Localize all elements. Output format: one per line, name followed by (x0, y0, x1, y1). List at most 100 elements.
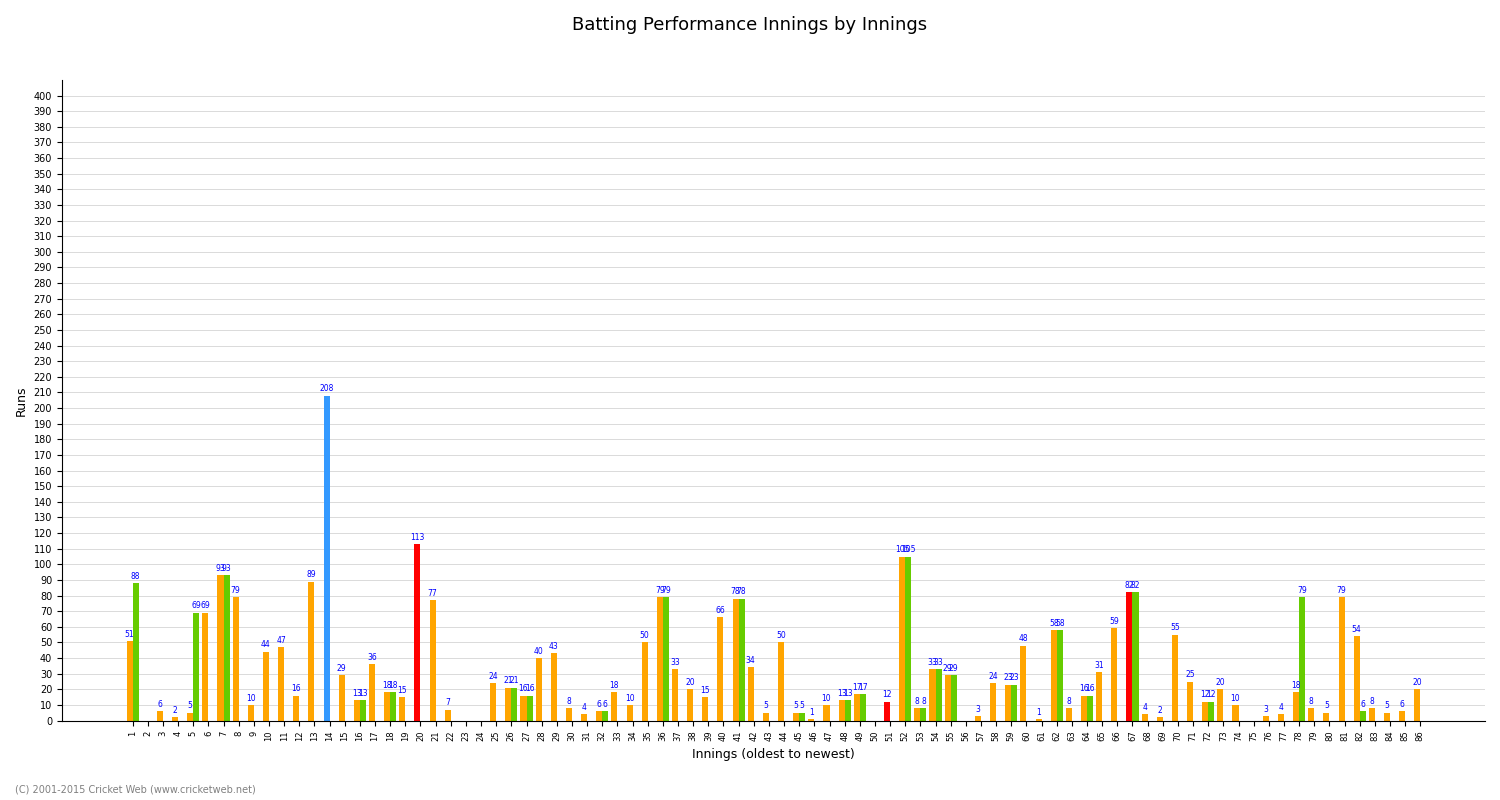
Bar (414, 544, 420, 721)
Text: 18: 18 (1292, 681, 1300, 690)
Bar (512, 688, 518, 721)
Bar (292, 695, 300, 721)
Bar (702, 697, 708, 721)
Bar (132, 583, 138, 721)
Text: 29: 29 (950, 664, 958, 673)
Text: 3: 3 (975, 705, 981, 714)
Text: 21: 21 (510, 677, 519, 686)
Text: 89: 89 (306, 570, 316, 579)
Bar (884, 702, 890, 721)
Text: 78: 78 (736, 587, 747, 596)
Bar (1359, 711, 1366, 721)
Text: 20: 20 (686, 678, 694, 687)
Bar (262, 652, 268, 721)
Text: 47: 47 (276, 636, 286, 645)
Bar (778, 642, 784, 721)
Text: 3: 3 (1263, 705, 1268, 714)
Text: 29: 29 (338, 664, 346, 673)
Text: 59: 59 (1110, 617, 1119, 626)
Bar (194, 613, 200, 721)
Text: 25: 25 (1185, 670, 1196, 679)
Bar (1172, 634, 1178, 721)
Bar (904, 557, 912, 721)
Text: 18: 18 (382, 681, 392, 690)
Bar (1186, 682, 1192, 721)
Bar (732, 598, 738, 721)
Y-axis label: Runs: Runs (15, 385, 28, 415)
Bar (1263, 716, 1269, 721)
Text: 15: 15 (700, 686, 709, 695)
Text: 105: 105 (902, 545, 915, 554)
Bar (603, 711, 609, 721)
Bar (444, 710, 452, 721)
Text: 50: 50 (640, 631, 650, 640)
Text: 18: 18 (388, 681, 398, 690)
Text: 50: 50 (776, 631, 786, 640)
Text: 16: 16 (291, 684, 302, 694)
Text: 8: 8 (915, 697, 920, 706)
Bar (1096, 672, 1102, 721)
Bar (1082, 695, 1088, 721)
Text: 93: 93 (216, 564, 225, 573)
Text: 69: 69 (192, 602, 201, 610)
Bar (627, 705, 633, 721)
Text: 36: 36 (368, 653, 376, 662)
Bar (951, 675, 957, 721)
Text: 6: 6 (597, 700, 602, 709)
Bar (1202, 702, 1208, 721)
Text: 23: 23 (1010, 674, 1019, 682)
Text: 1: 1 (1036, 708, 1041, 717)
Bar (738, 598, 744, 721)
Text: 24: 24 (489, 672, 498, 681)
Text: 34: 34 (746, 656, 756, 665)
Text: 79: 79 (662, 586, 670, 595)
Text: 20: 20 (1215, 678, 1225, 687)
Text: 93: 93 (222, 564, 231, 573)
Bar (217, 575, 223, 721)
Bar (390, 693, 396, 721)
Text: 105: 105 (896, 545, 909, 554)
Bar (844, 700, 850, 721)
Bar (1338, 597, 1344, 721)
Text: 6: 6 (1360, 700, 1365, 709)
Bar (1088, 695, 1094, 721)
Bar (202, 613, 208, 721)
Text: 10: 10 (1230, 694, 1240, 702)
Text: 16: 16 (525, 684, 534, 694)
Text: 58: 58 (1048, 618, 1059, 628)
Text: (C) 2001-2015 Cricket Web (www.cricketweb.net): (C) 2001-2015 Cricket Web (www.cricketwe… (15, 784, 255, 794)
Bar (1056, 630, 1064, 721)
Bar (1132, 593, 1138, 721)
Text: 88: 88 (130, 572, 141, 581)
Text: 82: 82 (1131, 581, 1140, 590)
Text: 79: 79 (1298, 586, 1306, 595)
Text: 66: 66 (716, 606, 726, 615)
Text: 79: 79 (1336, 586, 1347, 595)
Text: 4: 4 (1278, 703, 1284, 712)
Bar (898, 557, 904, 721)
Text: 33: 33 (927, 658, 938, 666)
Bar (566, 708, 572, 721)
Bar (612, 693, 618, 721)
Bar (990, 683, 996, 721)
Text: 16: 16 (519, 684, 528, 694)
Bar (853, 694, 859, 721)
Bar (520, 695, 526, 721)
Bar (1208, 702, 1215, 721)
Bar (915, 708, 921, 721)
Bar (642, 642, 648, 721)
Bar (354, 700, 360, 721)
Text: 8: 8 (1066, 697, 1071, 706)
Text: 16: 16 (1078, 684, 1089, 694)
Bar (126, 641, 132, 721)
Bar (663, 597, 669, 721)
Bar (1400, 711, 1406, 721)
Text: 43: 43 (549, 642, 558, 651)
Bar (309, 582, 315, 721)
Text: 8: 8 (567, 697, 572, 706)
Text: 12: 12 (882, 690, 892, 699)
Text: 55: 55 (1170, 623, 1180, 632)
Bar (1370, 708, 1376, 721)
Text: 48: 48 (1019, 634, 1028, 643)
Text: 31: 31 (1095, 661, 1104, 670)
